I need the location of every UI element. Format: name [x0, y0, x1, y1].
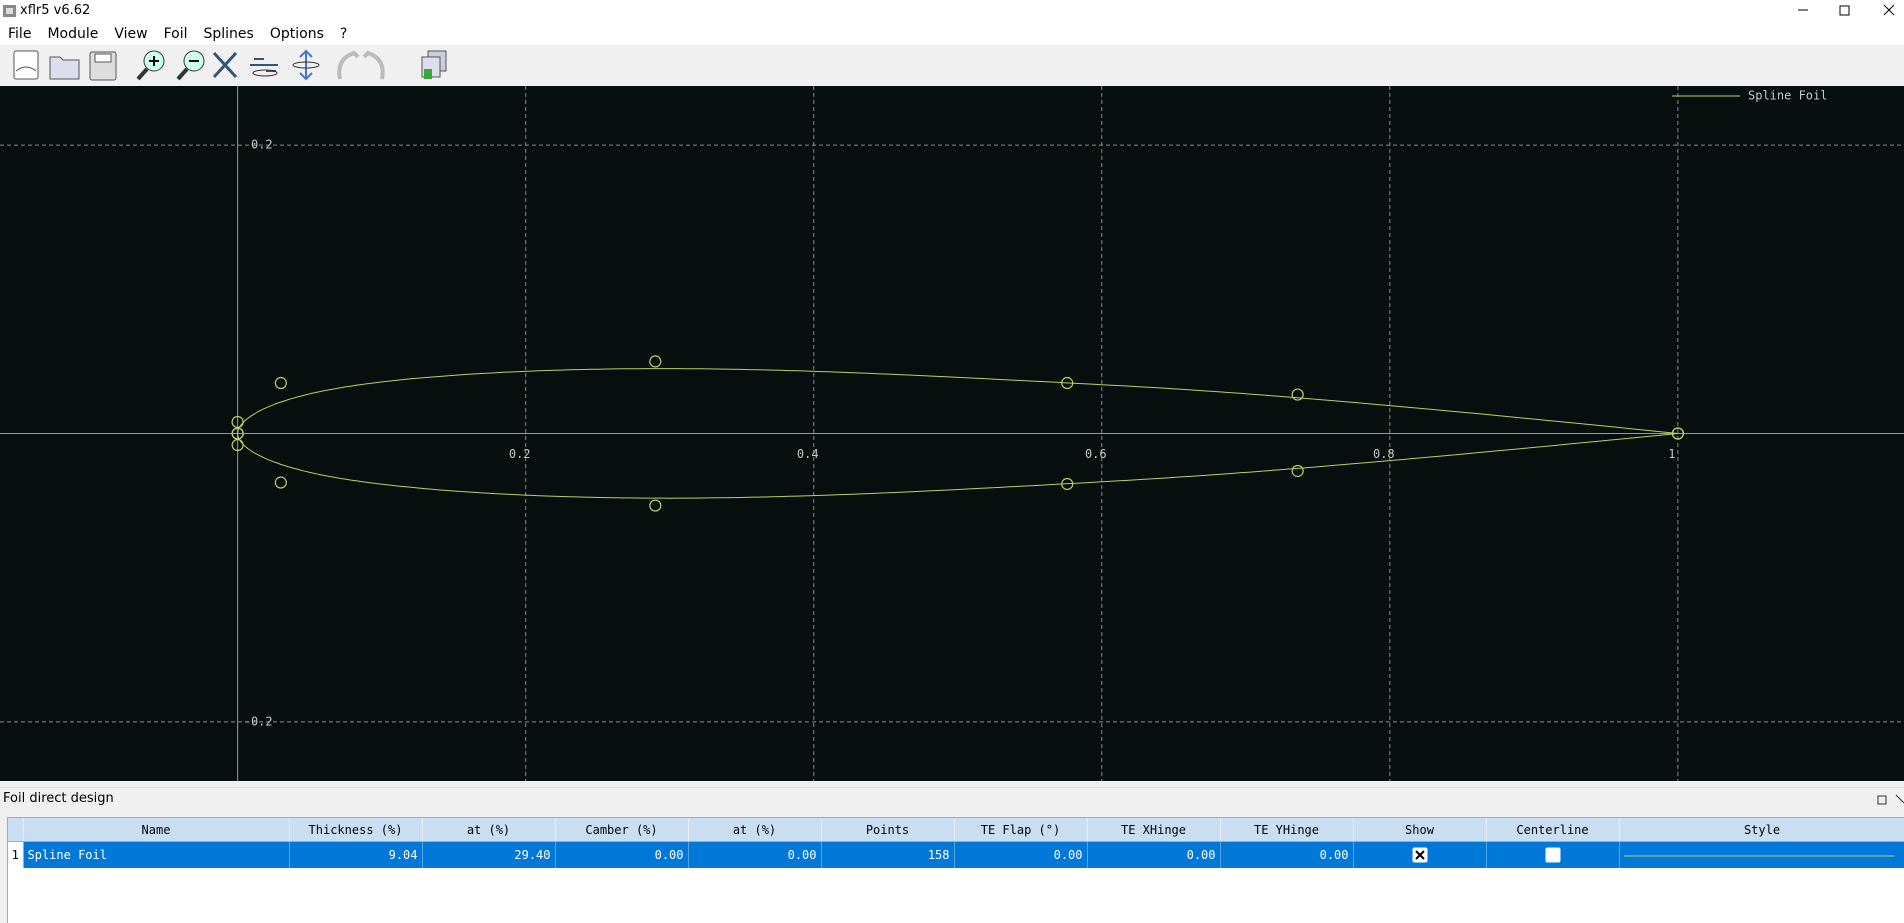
control-point[interactable]: [274, 476, 287, 489]
control-point[interactable]: [1671, 427, 1684, 440]
menu-item[interactable]: Splines: [203, 25, 254, 42]
header-row: Name Thickness (%) at (%) Camber (%) at (%) P…: [8, 818, 1904, 842]
show-checkbox[interactable]: [1412, 847, 1428, 863]
foil-table-wrap: Name Thickness (%) at (%) Camber (%) at (%) P…: [7, 817, 1904, 923]
control-point[interactable]: [1061, 376, 1074, 390]
panel-title: Foil direct design: [3, 791, 114, 806]
x-tick-label: 1: [1668, 447, 1675, 461]
foil-value: 9.04: [289, 841, 423, 868]
foil-row[interactable]: 1 Spline Foil 9.04 29.40 0.00 0.00 158 0.00 0.00…: [8, 841, 1904, 868]
panel-controls[interactable]: [1876, 793, 1904, 807]
column-header: Name: [23, 818, 290, 842]
window-title: xflr5 v6.62: [20, 3, 91, 18]
checkbox-box: [1545, 847, 1560, 863]
menu-item[interactable]: ?: [339, 25, 348, 42]
centerline-cell: [1486, 841, 1620, 868]
title-bar: xflr5 v6.62: [0, 0, 1904, 22]
control-point[interactable]: [231, 438, 244, 452]
toolbar-icons[interactable]: [0, 45, 470, 85]
checkbox-mark: [1414, 850, 1425, 860]
column-header: Centerline: [1486, 818, 1620, 842]
column-header: TE XHinge: [1087, 818, 1221, 842]
y-tick-label: 0.2: [251, 138, 273, 152]
column-header: Camber (%): [555, 818, 689, 842]
style-swatch: [1623, 855, 1894, 857]
foil-curve: [237, 433, 1678, 499]
column-header: Show: [1353, 818, 1487, 842]
foil-value: 0.00: [688, 841, 822, 868]
foil-value: 158: [821, 841, 955, 868]
menu-item[interactable]: File: [8, 25, 32, 42]
row-index: 1: [8, 841, 24, 868]
column-header: TE YHinge: [1220, 818, 1354, 842]
column-header: Points: [821, 818, 955, 842]
x-tick-label: 0.8: [1373, 447, 1395, 461]
foil-table: Name Thickness (%) at (%) Camber (%) at (%) P…: [8, 818, 1904, 868]
foil-value: 0.00: [954, 841, 1088, 868]
x-tick-label: 0.2: [509, 447, 531, 461]
x-tick-label: 0.4: [797, 447, 819, 461]
menu-item[interactable]: Module: [47, 25, 99, 42]
foil-value: 0.00: [1087, 841, 1221, 868]
panel-title-bar: Foil direct design: [0, 787, 1904, 810]
foil-name: Spline Foil: [23, 841, 290, 868]
y-tick-label: -0.2: [244, 714, 273, 728]
menu-bar: File Module View Foil Splines Options?: [0, 22, 1904, 45]
foil-plot: 0.2 0.4 0.6 0.8 1 0.2 -0.2 Spline Foil: [0, 86, 1904, 781]
column-header: Style: [1619, 818, 1904, 842]
menu-item[interactable]: View: [114, 25, 148, 42]
column-header: at (%): [422, 818, 556, 842]
control-point[interactable]: [274, 376, 287, 390]
menu-item[interactable]: Foil: [163, 25, 188, 42]
control-point[interactable]: [1061, 477, 1074, 491]
column-header: TE Flap (°): [954, 818, 1088, 842]
control-point[interactable]: [649, 355, 662, 368]
toolbar: [0, 45, 1904, 85]
app-icon: [3, 5, 16, 17]
legend-label: Spline Foil: [1748, 89, 1827, 103]
style-cell: [1619, 841, 1904, 868]
corner-cell: [8, 818, 24, 842]
show-cell: [1353, 841, 1487, 868]
control-point[interactable]: [649, 499, 662, 512]
foil-value: 0.00: [1220, 841, 1354, 868]
window-controls[interactable]: [1780, 0, 1904, 22]
control-point[interactable]: [1291, 464, 1304, 478]
x-tick-label: 0.6: [1085, 447, 1107, 461]
foil-curve: [237, 368, 1678, 434]
column-header: at (%): [688, 818, 822, 842]
menu-item[interactable]: Options: [269, 25, 324, 42]
column-header: Thickness (%): [289, 818, 423, 842]
foil-value: 0.00: [555, 841, 689, 868]
control-point[interactable]: [1291, 388, 1304, 401]
foil-value: 29.40: [422, 841, 556, 868]
centerline-checkbox[interactable]: [1545, 847, 1561, 863]
